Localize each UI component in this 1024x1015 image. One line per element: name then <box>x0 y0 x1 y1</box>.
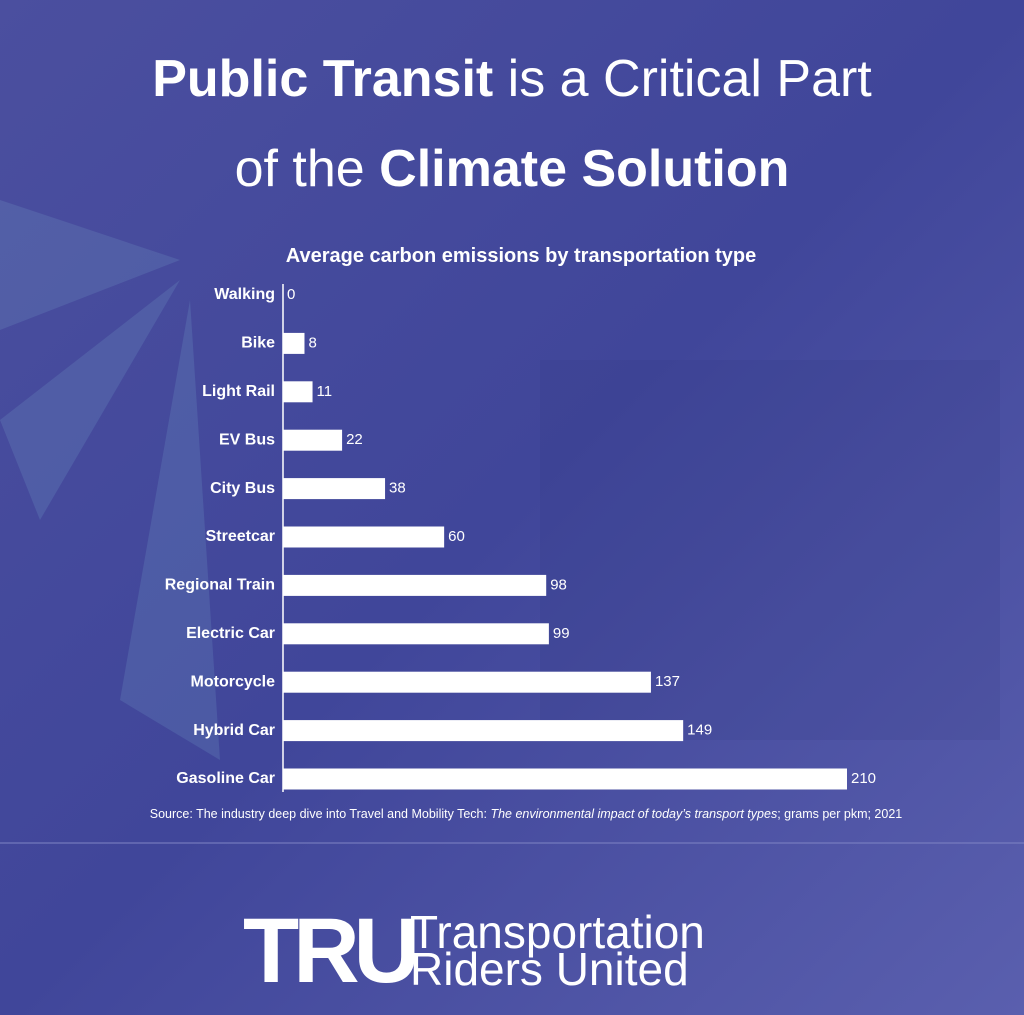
bar <box>283 671 651 693</box>
category-label: Electric Car <box>186 625 275 642</box>
source-text: Source: The industry deep dive into Trav… <box>150 807 487 821</box>
logo-mark: TRU <box>243 900 415 1002</box>
bar <box>283 526 445 548</box>
category-label: Walking <box>214 286 275 303</box>
bar <box>283 574 547 596</box>
category-label: Regional Train <box>165 577 275 594</box>
value-label: 8 <box>308 334 316 351</box>
source: Source: The industry deep dive into Trav… <box>150 807 903 821</box>
category-label: Bike <box>241 335 275 352</box>
bar <box>283 381 313 403</box>
value-label: 11 <box>317 383 333 400</box>
bar <box>283 332 305 354</box>
bar <box>283 478 386 500</box>
title-bold: Climate Solution <box>379 140 789 198</box>
title-bold: Public Transit <box>152 50 493 108</box>
logo-line: Transportation <box>410 906 705 958</box>
value-label: 149 <box>687 722 712 739</box>
value-label: 99 <box>553 625 570 642</box>
value-label: 0 <box>287 286 295 303</box>
value-label: 60 <box>448 528 465 545</box>
logo-line: Riders United <box>410 943 689 995</box>
category-label: Hybrid Car <box>193 722 275 739</box>
bar <box>283 720 684 742</box>
source-italic: The environmental impact of today’s tran… <box>490 807 777 821</box>
bars: Walking 0 Bike 8 Light Rail 11 EV Bus 22 City Bu… <box>165 286 876 790</box>
value-label: 137 <box>655 673 680 690</box>
category-label: Light Rail <box>202 383 275 400</box>
value-label: 38 <box>389 480 406 497</box>
bar <box>283 429 343 451</box>
bar <box>283 768 847 790</box>
title-regular: of the <box>235 140 365 198</box>
category-label: EV Bus <box>219 431 275 448</box>
subtitle: Average carbon emissions by transportati… <box>286 245 757 267</box>
title-line-2: of the Climate Solution <box>235 140 790 198</box>
title-line-1: Public Transit is a Critical Part <box>152 50 872 108</box>
value-label: 210 <box>851 770 876 787</box>
category-label: Gasoline Car <box>176 770 275 787</box>
source-text: ; grams per pkm; 2021 <box>777 807 902 821</box>
category-label: Streetcar <box>206 528 275 545</box>
value-label: 22 <box>346 431 363 448</box>
category-label: City Bus <box>210 480 275 497</box>
category-label: Motorcycle <box>191 673 276 690</box>
value-label: 98 <box>550 576 567 593</box>
bar <box>283 623 549 645</box>
title-regular: is a Critical Part <box>508 50 873 108</box>
